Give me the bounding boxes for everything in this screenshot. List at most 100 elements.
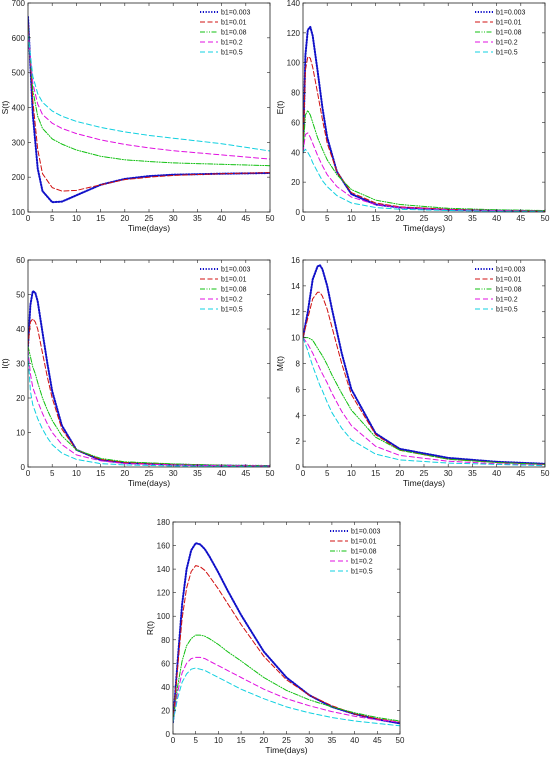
legend-label-3: b1=0.08 <box>221 30 247 37</box>
series-line-2 <box>303 56 545 212</box>
chart-panel-M: 0 5 10 15 20 25 30 35 40 45 50 0 2 4 6 8 10 12 14 16 Time(da… <box>275 252 550 492</box>
x-tick-label: 40 <box>492 214 501 223</box>
legend-label-4: b1=0.2 <box>496 297 518 304</box>
series-line-2 <box>28 318 270 467</box>
chart-s: 0 5 10 15 20 25 30 35 40 45 50 100 200 300 400 500 600 70… <box>0 0 275 233</box>
series-line-5 <box>303 148 545 212</box>
y-tick-label: 14 <box>291 282 300 291</box>
y-tick-label: 100 <box>12 208 26 217</box>
x-tick-label: 25 <box>420 214 429 223</box>
legend-label-4: b1=0.2 <box>221 40 243 47</box>
x-tick-label: 35 <box>468 214 477 223</box>
x-tick-label: 45 <box>516 214 525 223</box>
x-tick-label: 0 <box>26 214 31 223</box>
x-tick-label: 15 <box>96 469 105 478</box>
y-tick-label: 16 <box>291 256 300 265</box>
x-tick-label: 45 <box>241 214 250 223</box>
chart-i: 0 5 10 15 20 25 30 35 40 45 50 0 10 20 30 40 50 60 Time(da… <box>0 256 275 488</box>
y-tick-label: 0 <box>296 463 301 472</box>
plot-area <box>28 15 270 204</box>
x-tick-label: 20 <box>259 736 268 745</box>
x-tick-label: 45 <box>373 736 382 745</box>
series-line-3 <box>28 345 270 467</box>
y-tick-label: 4 <box>296 411 301 420</box>
plot-area <box>173 542 400 727</box>
plot-area <box>303 25 545 212</box>
y-tick-label: 80 <box>161 636 170 645</box>
x-tick-label: 40 <box>350 736 359 745</box>
legend-label-2: b1=0.01 <box>351 539 377 546</box>
x-axis-label: Time(days) <box>265 745 307 755</box>
y-tick-label: 12 <box>291 308 300 317</box>
y-tick-label: 30 <box>16 360 25 369</box>
legend-label-3: b1=0.08 <box>496 30 522 37</box>
x-tick-label: 15 <box>237 736 246 745</box>
y-tick-label: 0 <box>21 463 26 472</box>
y-tick-label: 60 <box>161 659 170 668</box>
y-axis-label: E(t) <box>275 100 285 114</box>
series-line-4 <box>28 349 270 467</box>
legend-label-5: b1=0.5 <box>351 569 373 576</box>
y-tick-label: 400 <box>12 104 26 113</box>
x-tick-label: 15 <box>371 214 380 223</box>
x-tick-label: 10 <box>347 469 356 478</box>
x-tick-label: 40 <box>217 214 226 223</box>
series-line-5 <box>173 667 400 727</box>
y-tick-label: 120 <box>287 29 301 38</box>
y-tick-label: 600 <box>12 34 26 43</box>
series-line-3 <box>173 634 400 723</box>
series-line-4 <box>173 656 400 723</box>
series-line-2 <box>303 291 545 465</box>
y-tick-label: 100 <box>287 59 301 68</box>
series-line-4 <box>303 132 545 212</box>
series-line-3 <box>28 26 270 167</box>
legend-label-4: b1=0.2 <box>221 297 243 304</box>
legend-label-3: b1=0.08 <box>351 549 377 556</box>
y-tick-label: 200 <box>12 173 26 182</box>
legend-label-3: b1=0.08 <box>496 287 522 294</box>
series-line-4 <box>303 337 545 466</box>
legend-label-3: b1=0.08 <box>221 287 247 294</box>
series-line-5 <box>28 352 270 467</box>
x-tick-label: 45 <box>241 469 250 478</box>
series-line-5 <box>28 33 270 152</box>
y-tick-label: 120 <box>157 589 171 598</box>
chart-panel-I: 0 5 10 15 20 25 30 35 40 45 50 0 10 20 30 40 50 60 Time(da… <box>0 252 275 492</box>
x-tick-label: 10 <box>347 214 356 223</box>
x-tick-label: 0 <box>301 214 306 223</box>
y-tick-label: 300 <box>12 138 26 147</box>
x-axis-label: Time(days) <box>128 478 170 488</box>
x-tick-label: 15 <box>371 469 380 478</box>
y-axis-label: M(t) <box>275 356 285 371</box>
y-tick-label: 2 <box>296 437 301 446</box>
x-axis-label: Time(days) <box>403 478 445 488</box>
x-tick-label: 25 <box>420 469 429 478</box>
series-line-1 <box>28 290 270 467</box>
y-tick-label: 500 <box>12 69 26 78</box>
series-line-5 <box>303 337 545 467</box>
legend-label-2: b1=0.01 <box>496 20 522 27</box>
y-tick-label: 700 <box>12 0 26 8</box>
y-tick-label: 10 <box>291 334 300 343</box>
y-tick-label: 60 <box>16 256 25 265</box>
x-tick-label: 15 <box>96 214 105 223</box>
x-tick-label: 35 <box>327 736 336 745</box>
x-tick-label: 30 <box>444 214 453 223</box>
legend-label-5: b1=0.5 <box>496 50 518 57</box>
legend-label-5: b1=0.5 <box>496 307 518 314</box>
y-tick-label: 180 <box>157 518 171 527</box>
x-tick-label: 25 <box>145 214 154 223</box>
legend-label-4: b1=0.2 <box>351 559 373 566</box>
x-tick-label: 5 <box>50 469 55 478</box>
x-tick-label: 30 <box>169 214 178 223</box>
legend-label-5: b1=0.5 <box>221 50 243 57</box>
y-axis-label: I(t) <box>0 358 10 369</box>
x-tick-label: 25 <box>282 736 291 745</box>
legend: b1=0.003 b1=0.01 b1=0.08 b1=0.2 b1=0.5 <box>200 10 250 57</box>
y-tick-label: 0 <box>166 730 171 739</box>
x-tick-label: 50 <box>541 469 550 478</box>
y-axis-label: R(t) <box>145 621 155 635</box>
legend-label-1: b1=0.003 <box>496 10 525 17</box>
y-tick-label: 40 <box>291 148 300 157</box>
y-tick-label: 40 <box>16 325 25 334</box>
